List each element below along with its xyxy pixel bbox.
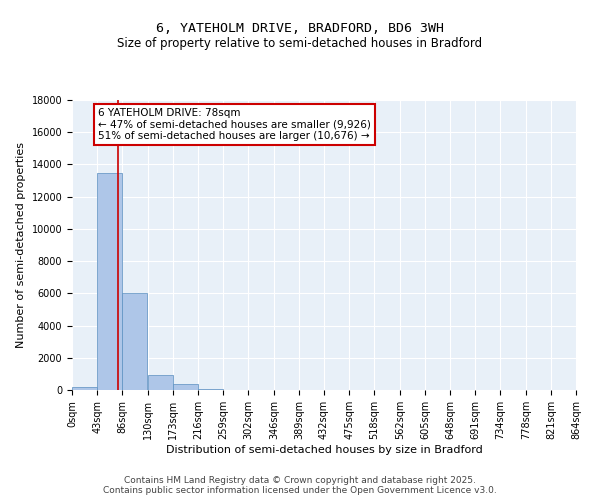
Bar [72,387,97,390]
Y-axis label: Number of semi-detached properties: Number of semi-detached properties [16,142,26,348]
X-axis label: Distribution of semi-detached houses by size in Bradford: Distribution of semi-detached houses by … [166,444,482,454]
Text: 6, YATEHOLM DRIVE, BRADFORD, BD6 3WH: 6, YATEHOLM DRIVE, BRADFORD, BD6 3WH [156,22,444,36]
Bar [173,384,198,390]
Bar [97,172,122,390]
Text: 6 YATEHOLM DRIVE: 78sqm
← 47% of semi-detached houses are smaller (9,926)
51% of: 6 YATEHOLM DRIVE: 78sqm ← 47% of semi-de… [98,108,371,142]
Text: Contains HM Land Registry data © Crown copyright and database right 2025.
Contai: Contains HM Land Registry data © Crown c… [103,476,497,495]
Bar [148,374,173,390]
Text: Size of property relative to semi-detached houses in Bradford: Size of property relative to semi-detach… [118,38,482,51]
Bar [122,294,147,390]
Bar [198,388,223,390]
